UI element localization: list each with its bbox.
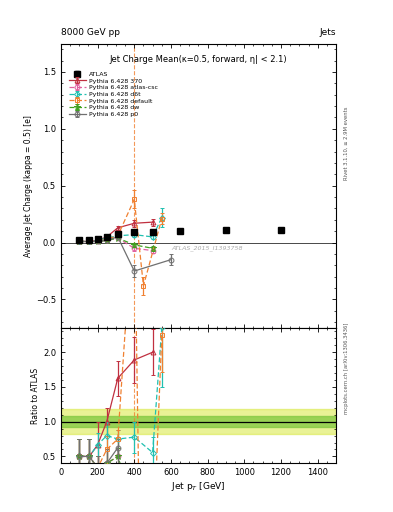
- Text: Jets: Jets: [320, 28, 336, 37]
- Text: Jet Charge Mean(κ=0.5, forward, η| < 2.1): Jet Charge Mean(κ=0.5, forward, η| < 2.1…: [110, 55, 287, 64]
- Bar: [61, 409, 336, 434]
- X-axis label: Jet p$_{T}$ [GeV]: Jet p$_{T}$ [GeV]: [171, 480, 226, 493]
- Y-axis label: Average Jet Charge (kappa = 0.5) [e]: Average Jet Charge (kappa = 0.5) [e]: [24, 115, 33, 257]
- Text: 8000 GeV pp: 8000 GeV pp: [61, 28, 120, 37]
- Bar: [61, 416, 336, 427]
- Legend: ATLAS, Pythia 6.428 370, Pythia 6.428 atlas-csc, Pythia 6.428 d6t, Pythia 6.428 : ATLAS, Pythia 6.428 370, Pythia 6.428 at…: [67, 70, 160, 119]
- Y-axis label: Ratio to ATLAS: Ratio to ATLAS: [31, 368, 40, 424]
- Text: mcplots.cern.ch [arXiv:1306.3436]: mcplots.cern.ch [arXiv:1306.3436]: [344, 323, 349, 414]
- Text: ATLAS_2015_I1393758: ATLAS_2015_I1393758: [171, 245, 242, 251]
- Text: Rivet 3.1.10, ≥ 2.9M events: Rivet 3.1.10, ≥ 2.9M events: [344, 106, 349, 180]
